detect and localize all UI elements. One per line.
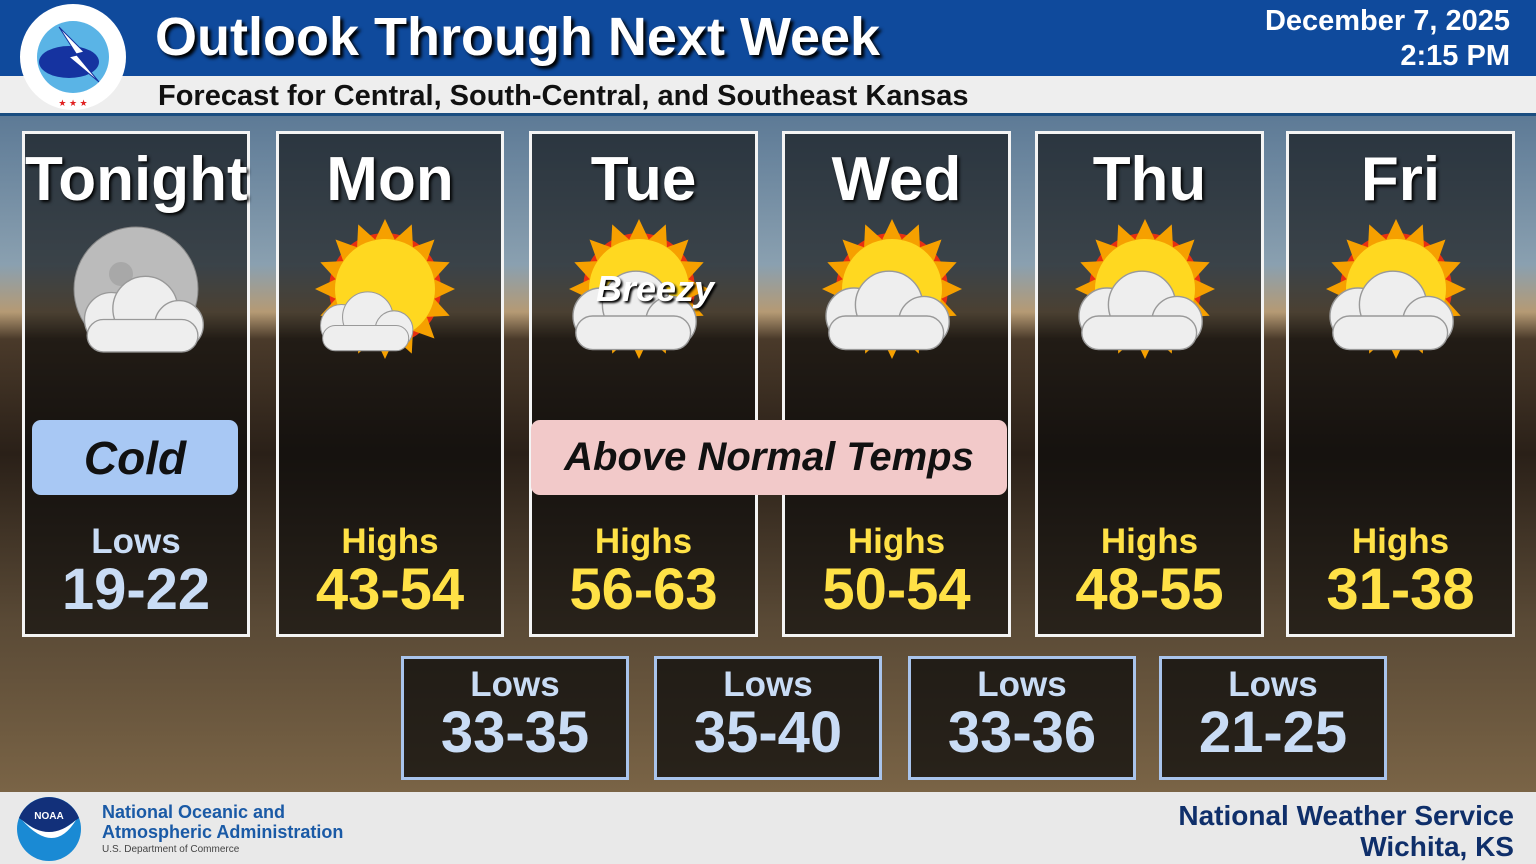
noaa-logo-icon: NOAA bbox=[17, 797, 81, 861]
sun-cloud-icon bbox=[1074, 219, 1215, 359]
temp-range: 43-54 bbox=[315, 557, 465, 622]
issue-date: December 7, 2025 bbox=[1264, 5, 1510, 37]
page-title: Outlook Through Next Week bbox=[155, 7, 881, 67]
office-line2: Wichita, KS bbox=[1360, 831, 1514, 862]
day-card-mon: Mon Highs 43-54 bbox=[276, 131, 504, 637]
noaa-line2: Atmospheric Administration bbox=[102, 822, 344, 842]
office-name: National Weather Service Wichita, KS bbox=[1178, 800, 1514, 862]
day-card-wed: Wed Highs 50-54 bbox=[782, 131, 1011, 637]
day-name: Tonight bbox=[25, 145, 248, 214]
breezy-label: Breezy bbox=[596, 268, 715, 309]
day-name: Thu bbox=[1092, 145, 1207, 214]
day-card-tue: Tue Highs 56-63 bbox=[529, 131, 758, 637]
footer-bar: NOAA National Oceanic and Atmospheric Adm… bbox=[0, 792, 1536, 864]
page-subtitle: Forecast for Central, South-Central, and… bbox=[158, 80, 969, 112]
low-range: 33-36 bbox=[947, 700, 1097, 765]
noaa-dept: U.S. Department of Commerce bbox=[102, 844, 240, 855]
temp-label: Highs bbox=[1100, 522, 1199, 561]
header-bar bbox=[0, 0, 1536, 76]
overnight-low-box: Lows 35-40 bbox=[654, 656, 882, 780]
day-card-thu: Thu Highs 48-55 bbox=[1035, 131, 1264, 637]
cold-badge: Cold bbox=[32, 420, 238, 495]
low-range: 21-25 bbox=[1198, 700, 1348, 765]
office-line1: National Weather Service bbox=[1178, 800, 1514, 831]
temp-range: 56-63 bbox=[569, 557, 718, 622]
temp-label: Lows bbox=[91, 522, 181, 561]
overnight-low-box: Lows 33-36 bbox=[908, 656, 1136, 780]
svg-text:★ ★ ★: ★ ★ ★ bbox=[58, 98, 87, 108]
temp-label: Highs bbox=[847, 522, 946, 561]
subtitle-band bbox=[0, 76, 1536, 116]
nws-logo-icon: ★ ★ ★ bbox=[20, 4, 126, 110]
day-card-tonight: Tonight Lows 19-22 bbox=[22, 131, 250, 637]
overnight-low-box: Lows 33-35 bbox=[401, 656, 629, 780]
day-name: Wed bbox=[831, 145, 962, 214]
low-range: 33-35 bbox=[440, 700, 590, 765]
low-label: Lows bbox=[470, 665, 560, 704]
sun-cloud-icon bbox=[315, 219, 455, 359]
day-name: Tue bbox=[590, 145, 697, 214]
noaa-name: National Oceanic and Atmospheric Administ… bbox=[102, 802, 343, 842]
low-range: 35-40 bbox=[693, 700, 843, 765]
low-label: Lows bbox=[723, 665, 813, 704]
sun-cloud-breezy-icon bbox=[568, 219, 709, 359]
temp-range: 48-55 bbox=[1075, 557, 1224, 622]
temp-label: Highs bbox=[341, 522, 439, 561]
day-card-fri: Fri Highs 31-38 bbox=[1286, 131, 1515, 637]
low-label: Lows bbox=[1228, 665, 1318, 704]
sun-cloud-icon bbox=[821, 219, 962, 359]
temp-range: 19-22 bbox=[61, 557, 211, 622]
day-name: Mon bbox=[326, 145, 454, 214]
day-name: Fri bbox=[1360, 145, 1441, 214]
temp-label: Highs bbox=[594, 522, 693, 561]
issue-datetime: December 7, 2025 2:15 PM bbox=[1265, 4, 1510, 74]
noaa-line1: National Oceanic and bbox=[102, 802, 286, 822]
temp-range: 50-54 bbox=[822, 557, 971, 622]
overnight-low-box: Lows 21-25 bbox=[1159, 656, 1387, 780]
issue-time: 2:15 PM bbox=[1400, 40, 1510, 72]
above-normal-badge: Above Normal Temps bbox=[531, 420, 1007, 495]
sun-cloud-icon bbox=[1325, 219, 1466, 359]
low-label: Lows bbox=[977, 665, 1067, 704]
noaa-logo-text: NOAA bbox=[34, 811, 63, 822]
temp-label: Highs bbox=[1351, 522, 1450, 561]
temp-range: 31-38 bbox=[1326, 557, 1475, 622]
moon-cloud-icon bbox=[73, 226, 204, 353]
